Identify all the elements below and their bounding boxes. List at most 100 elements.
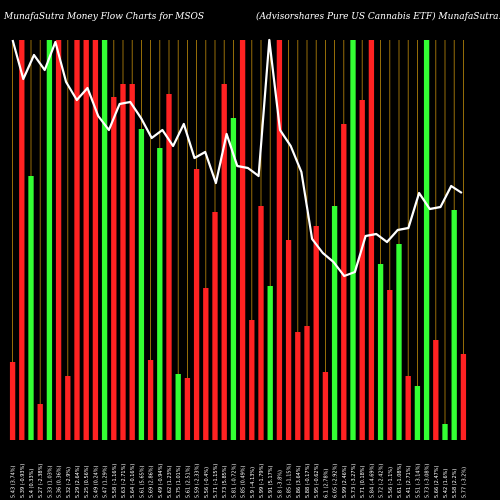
x-tick-label: 5.58 (-1.16%) xyxy=(112,464,118,498)
x-tick-label: 6.1 (2.78%) xyxy=(323,469,329,498)
chart-title-right: (Advisorshares Pure US Cannabis ETF) Mun… xyxy=(256,12,500,22)
bar-down xyxy=(295,332,301,440)
x-tick-label: 5.88 (-0.17%) xyxy=(305,464,311,498)
bar-up xyxy=(396,244,402,440)
bar-down xyxy=(9,362,16,440)
bar-down xyxy=(249,320,255,440)
bar-up xyxy=(46,40,53,440)
x-tick-label: 5.64 (-0.16%) xyxy=(130,464,136,498)
x-tick-label: 5.72 (-2.42%) xyxy=(379,464,385,498)
x-tick-label: 5.56 (-1.1%) xyxy=(388,467,394,498)
bar-down xyxy=(221,84,227,440)
bar-down xyxy=(83,40,89,440)
x-tick-label: 5.58 (2.2%) xyxy=(452,469,458,498)
bar-up xyxy=(350,40,356,440)
x-tick-label: 5.71 (-1.15%) xyxy=(213,464,219,498)
x-tick-label: 5.51 (-3.14%) xyxy=(415,464,421,498)
bar-down xyxy=(55,40,62,440)
x-tick-label: 5.62 (1.23%) xyxy=(167,465,173,498)
bar-down xyxy=(368,40,375,440)
bar-down xyxy=(92,40,99,440)
x-tick-label: 5.25 (0.56%) xyxy=(84,465,90,498)
x-tick-label: 5.8 (-3.8%) xyxy=(277,470,283,498)
x-tick-label: 5.69 (2.86%) xyxy=(149,465,155,498)
price-line-path xyxy=(11,38,463,278)
x-tick-label: 5.99 (2.46%) xyxy=(342,465,348,498)
bar-up xyxy=(138,129,145,440)
bar-down xyxy=(120,84,126,440)
x-tick-label: 5.59 (-2.33%) xyxy=(195,464,201,498)
bar-down xyxy=(322,372,329,440)
bar-down xyxy=(239,40,246,440)
x-tick-label: 5.81 (-0.72%) xyxy=(231,464,237,498)
x-tick-label: 5.49 (-0.94%) xyxy=(158,464,164,498)
bar-down xyxy=(341,124,347,440)
bar-up xyxy=(157,148,163,440)
x-tick-label: 5.27 (-2.38%) xyxy=(38,464,44,498)
x-tick-label: 5.47 (1.29%) xyxy=(103,465,109,498)
bar-down xyxy=(147,360,154,440)
bar-up xyxy=(331,206,338,440)
x-tick-label: 5.61 (-1.08%) xyxy=(397,464,403,498)
bar-up xyxy=(423,40,430,440)
bar-up xyxy=(28,176,34,440)
bar-down xyxy=(387,290,393,440)
x-tick-label: 5.99 (-1.79%) xyxy=(259,464,265,498)
bar-down xyxy=(258,206,264,440)
x-tick-label: 5.85 (0.49%) xyxy=(241,465,247,498)
bar-up xyxy=(175,374,181,440)
x-tick-label: 5.41 (2.71%) xyxy=(406,465,412,498)
bar-down xyxy=(313,226,319,440)
x-tick-label: 5.73 (5.85%) xyxy=(222,465,228,498)
bar-down xyxy=(433,340,439,440)
bar-down xyxy=(74,40,80,440)
bars xyxy=(9,40,467,440)
bar-down xyxy=(212,212,218,440)
x-tick-labels: 5.43 (3.74%) 5.39 (-0.93%) 5.4 (0.33%) 5.27… xyxy=(11,464,468,498)
x-tick-label: 5.73 (-3.08%) xyxy=(425,464,431,498)
bar-up xyxy=(101,40,108,440)
bar-down xyxy=(405,376,411,440)
x-tick-label: 5.33 (1.03%) xyxy=(47,465,53,498)
x-tick-label: 5.61 (2.51%) xyxy=(185,465,191,498)
bar-down xyxy=(460,354,467,440)
bar-down xyxy=(111,97,117,440)
bar-down xyxy=(129,84,135,440)
bar-up xyxy=(267,286,273,440)
bar-up xyxy=(230,118,237,440)
x-tick-label: 5.73 (-3.27%) xyxy=(351,464,357,498)
x-tick-label: 5.56 (-0.4%) xyxy=(204,467,210,498)
bar-up xyxy=(451,210,457,440)
bar-up xyxy=(377,264,384,440)
chart-title-left: MunafaSutra Money Flow Charts for MSOS xyxy=(4,12,205,22)
x-tick-label: 5.29 (2.64%) xyxy=(75,465,81,498)
bar-down xyxy=(359,100,365,440)
x-tick-label: 6.05 (-2.92%) xyxy=(333,464,339,498)
x-tick-label: 5.75 (1.01%) xyxy=(176,465,182,498)
x-tick-label: 5.71 (0.18%) xyxy=(360,465,366,498)
x-tick-label: 5.36 (0.36%) xyxy=(57,465,63,498)
bar-down xyxy=(285,240,292,440)
bar-down xyxy=(203,288,209,440)
x-tick-label: 5.86 (3.64%) xyxy=(296,465,302,498)
bar-down xyxy=(184,378,191,440)
bar-down xyxy=(37,404,43,440)
x-tick-label: 5.43 (3.74%) xyxy=(11,465,17,498)
bar-down xyxy=(65,376,71,440)
bar-down xyxy=(276,40,283,440)
bar-up xyxy=(414,386,421,440)
price-line xyxy=(11,38,463,278)
x-tick-label: 5.39 (-0.93%) xyxy=(20,464,26,498)
x-tick-label: 5.77 (-3.2%) xyxy=(461,467,467,498)
x-tick-label: 5.32 (-2.9%) xyxy=(66,467,72,498)
bar-up xyxy=(442,424,448,440)
x-tick-label: 5.85 (-1.15%) xyxy=(287,464,293,498)
bar-down xyxy=(19,40,25,440)
x-tick-label: 5.66 (2.47%) xyxy=(434,465,440,498)
x-tick-label: 5.49 (0.24%) xyxy=(93,465,99,498)
x-tick-label: 5.63 (-2.71%) xyxy=(121,464,127,498)
x-tick-label: 5.95 (-0.62%) xyxy=(314,464,320,498)
bar-down xyxy=(304,326,310,440)
x-tick-label: 5.9 (-4.13%) xyxy=(250,467,256,498)
